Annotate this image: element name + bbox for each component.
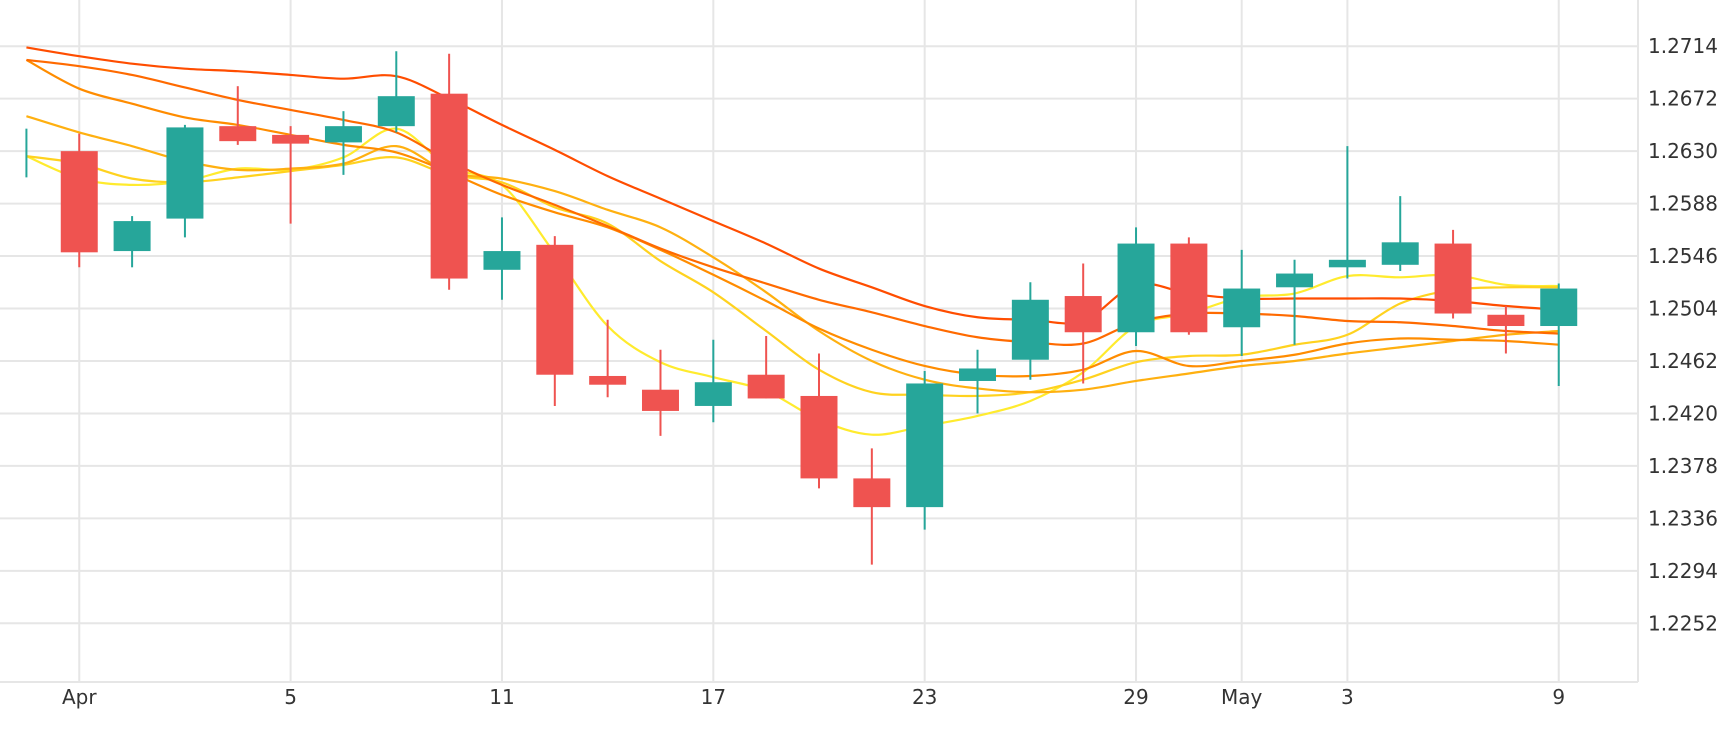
candle-body-down	[430, 93, 468, 279]
candle-body-down	[1064, 296, 1102, 333]
y-tick-label: 1.2672	[1648, 87, 1718, 111]
y-tick-label: 1.2588	[1648, 192, 1718, 216]
candle-body-down	[1434, 243, 1472, 314]
x-axis-ticks: Apr 5 11 17 23 29 May 3 9	[62, 685, 1565, 709]
y-tick-label: 1.2714	[1648, 34, 1718, 58]
candle-body-down	[747, 374, 785, 399]
y-tick-label: 1.2336	[1648, 506, 1718, 530]
y-tick-label: 1.2462	[1648, 349, 1718, 373]
candle-body-up	[906, 383, 944, 508]
x-tick-label: 23	[912, 685, 937, 709]
x-tick-label: 3	[1341, 685, 1354, 709]
y-tick-label: 1.2546	[1648, 244, 1718, 268]
x-tick-label: Apr	[62, 685, 97, 709]
y-tick-label: 1.2630	[1648, 139, 1718, 163]
candle-body-up	[1117, 243, 1155, 333]
y-tick-label: 1.2504	[1648, 297, 1718, 321]
x-tick-label: May	[1221, 685, 1263, 709]
candle-body-up	[1540, 288, 1578, 327]
candle-body-up	[1328, 259, 1366, 268]
x-tick-label: 17	[701, 685, 726, 709]
moving-average-lines	[25, 46, 1559, 436]
candle-body-down	[219, 126, 257, 142]
y-tick-label: 1.2378	[1648, 454, 1718, 478]
moving-average-line	[26, 46, 1559, 325]
x-tick-label: 29	[1123, 685, 1148, 709]
candle-body-down	[1170, 243, 1208, 333]
y-axis-ticks: 1.2714 1.2672 1.2630 1.2588 1.2546 1.2504 1.24…	[1648, 34, 1718, 635]
y-tick-label: 1.2252	[1648, 611, 1718, 635]
candle-body-up	[483, 251, 521, 270]
moving-average-line	[26, 155, 1559, 398]
candle-body-down	[60, 151, 98, 253]
x-tick-label: 11	[489, 685, 514, 709]
candle-body-up	[113, 221, 151, 252]
candle-body-down	[1487, 314, 1525, 327]
candle-body-down	[272, 134, 310, 144]
moving-average-line	[26, 58, 1559, 346]
candle-body-up	[1011, 299, 1049, 360]
x-tick-label: 9	[1552, 685, 1565, 709]
candle-body-up	[324, 126, 362, 143]
candles	[25, 51, 1578, 565]
y-tick-label: 1.2294	[1648, 559, 1718, 583]
candle-body-down	[853, 478, 891, 508]
candle-body-up	[1381, 242, 1419, 265]
candle-body-down	[536, 244, 574, 375]
candle-body-up	[959, 368, 997, 381]
candle-body-down	[641, 389, 679, 411]
candle-body-down	[589, 375, 627, 385]
x-tick-label: 5	[284, 685, 297, 709]
candle-body-down	[800, 395, 838, 479]
y-tick-label: 1.2420	[1648, 401, 1718, 425]
candle-body-up	[166, 127, 204, 219]
candle-body-up	[1276, 273, 1314, 288]
candle-body-up	[694, 382, 732, 406]
candle-body-up	[1223, 288, 1261, 328]
candle-body-up	[377, 96, 415, 127]
moving-average-line	[25, 58, 1559, 378]
moving-average-line	[26, 115, 1559, 394]
